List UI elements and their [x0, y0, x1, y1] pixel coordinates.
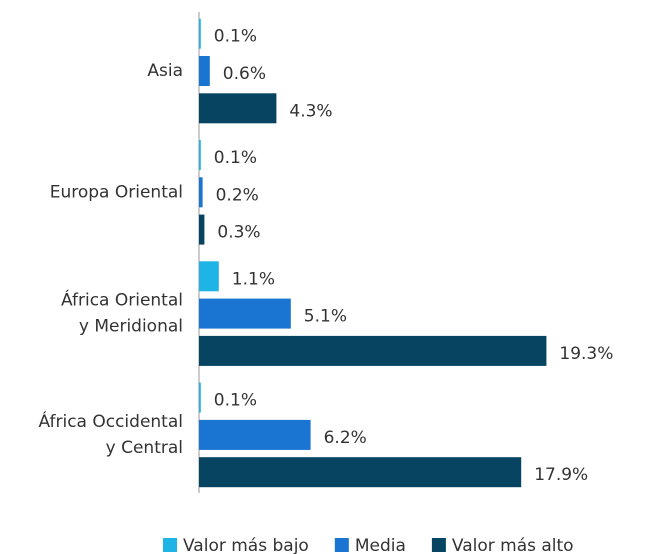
bar — [199, 140, 201, 170]
bar — [199, 18, 201, 49]
legend-swatch — [163, 538, 177, 552]
bar — [199, 419, 311, 450]
bar — [199, 56, 210, 86]
legend-label: Valor más alto — [452, 536, 574, 554]
value-label: 19.3% — [559, 344, 613, 364]
category-label: África Oriental — [61, 289, 183, 311]
value-label: 5.1% — [304, 307, 347, 327]
value-label: 0.3% — [217, 223, 260, 243]
value-label: 6.2% — [324, 428, 367, 448]
value-label: 0.2% — [216, 185, 259, 205]
value-label: 0.1% — [214, 148, 257, 168]
bar — [199, 382, 201, 413]
legend-swatch — [334, 538, 349, 552]
category-label: Asia — [147, 61, 183, 81]
bar — [199, 177, 203, 208]
value-label: 4.3% — [289, 101, 332, 121]
legend-label: Media — [355, 536, 406, 554]
value-label: 0.1% — [214, 391, 257, 411]
category-label: y Central — [106, 438, 183, 458]
legend-swatch — [431, 538, 446, 552]
category-label: África Occidental — [38, 410, 183, 432]
value-label: 17.9% — [534, 465, 588, 485]
value-label: 0.1% — [214, 27, 257, 47]
legend-label: Valor más bajo — [183, 536, 309, 554]
category-label: y Meridional — [79, 317, 183, 337]
bar — [199, 261, 219, 292]
value-label: 1.1% — [232, 269, 275, 289]
bar — [199, 214, 205, 245]
bar — [199, 93, 277, 124]
bar — [199, 335, 547, 366]
bar — [199, 457, 522, 488]
value-label: 0.6% — [223, 64, 266, 84]
category-label: Europa Oriental — [50, 182, 183, 202]
bar — [199, 298, 291, 329]
